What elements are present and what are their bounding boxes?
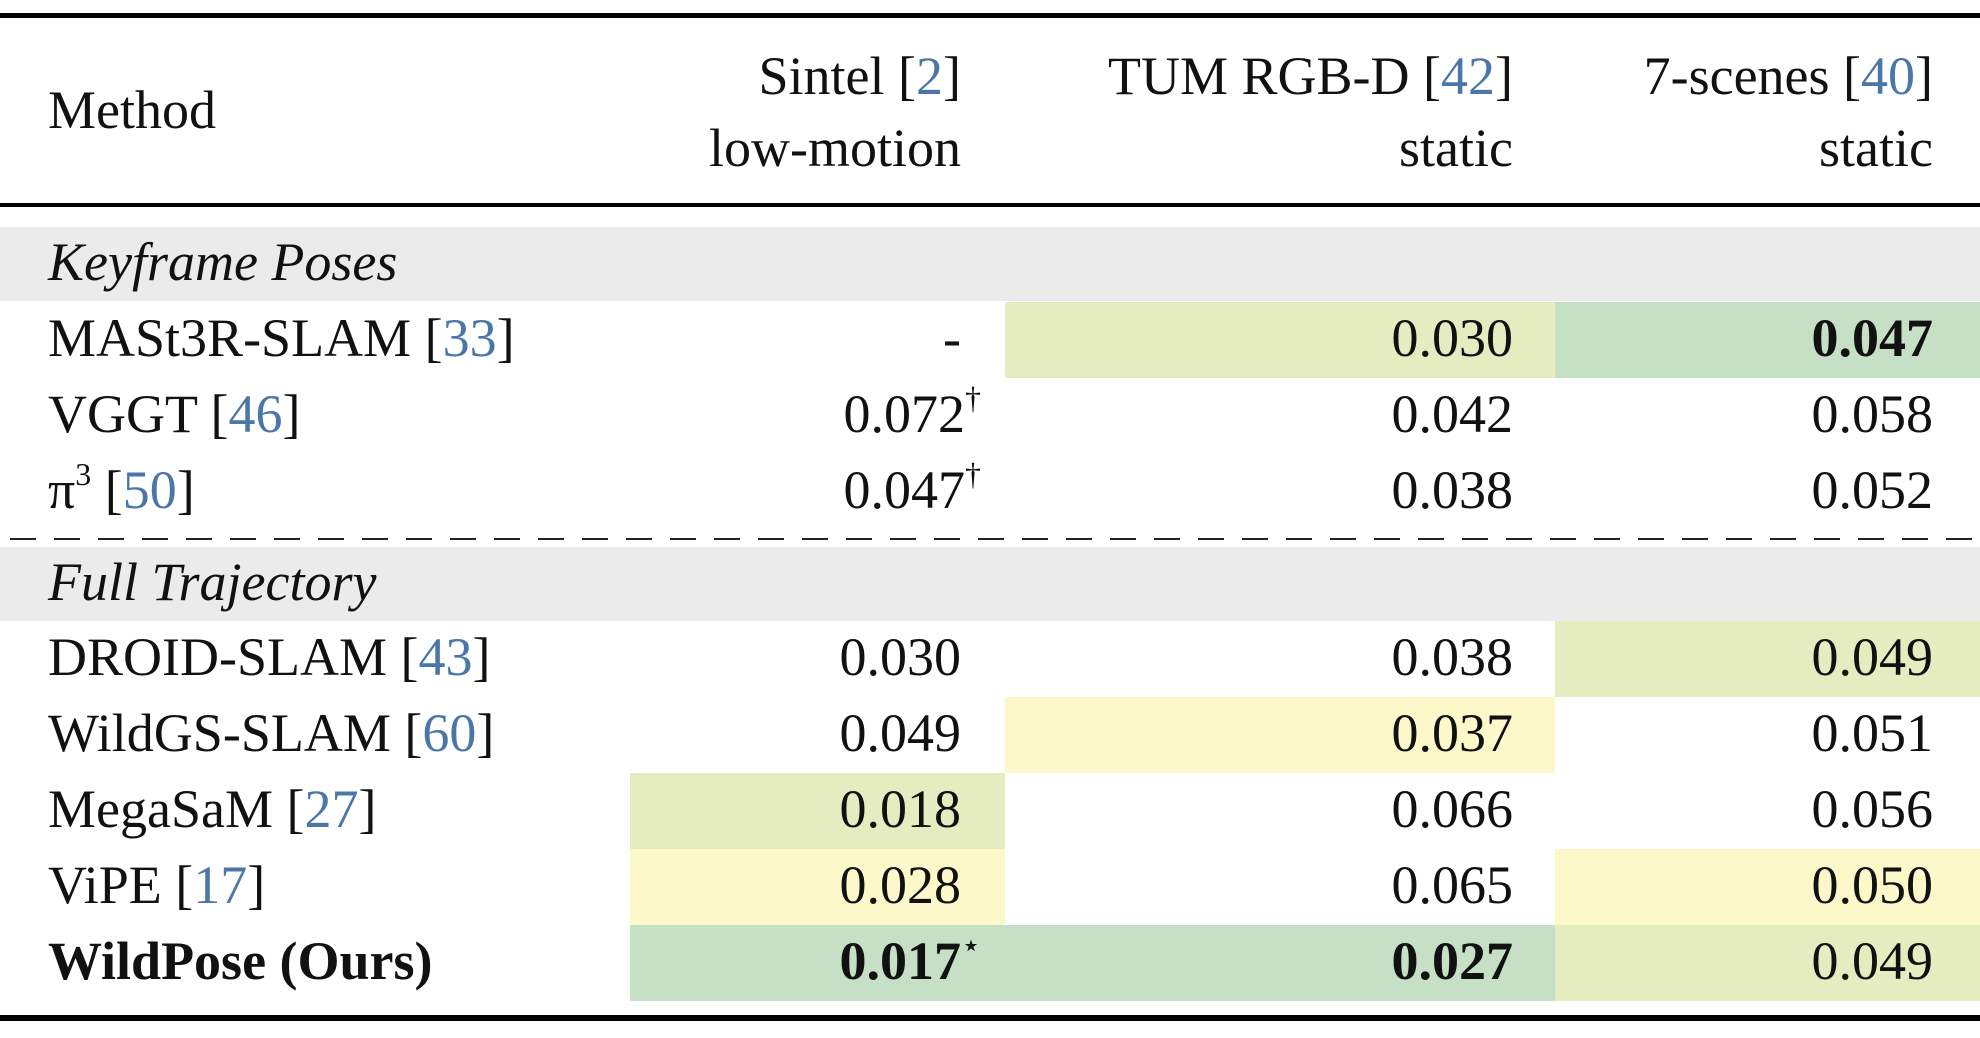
cell-highlight-second bbox=[1555, 621, 1980, 697]
row-name-pi3: π3 [50] bbox=[48, 456, 195, 520]
cell-vggt-7scenes: 0.058 bbox=[1811, 384, 1934, 444]
cell-highlight-second bbox=[630, 773, 1005, 849]
cell-highlight-third bbox=[630, 849, 1005, 925]
row-name-vipe: ViPE [17] bbox=[48, 855, 266, 915]
cell-highlight-third bbox=[1005, 697, 1555, 773]
row-name-vggt: VGGT [46] bbox=[48, 384, 301, 444]
row-name-mast3r: MASt3R-SLAM [33] bbox=[48, 308, 515, 368]
cell-droid-sintel: 0.030 bbox=[839, 627, 962, 687]
header-rule bbox=[0, 203, 1980, 207]
cell-highlight-best bbox=[630, 925, 1005, 1001]
cell-wildgs-7scenes: 0.051 bbox=[1811, 703, 1934, 763]
cell-vipe-7scenes: 0.050 bbox=[1811, 855, 1934, 915]
section-divider bbox=[10, 538, 1980, 540]
cell-droid-tum: 0.038 bbox=[1391, 627, 1514, 687]
top-rule bbox=[0, 13, 1980, 18]
row-name-droid: DROID-SLAM [43] bbox=[48, 627, 491, 687]
header-tum-sub: static bbox=[1399, 118, 1513, 178]
cell-wildgs-tum: 0.037 bbox=[1391, 703, 1514, 763]
header-7scenes: 7-scenes [40] bbox=[1643, 46, 1933, 106]
cell-highlight-second bbox=[1005, 302, 1555, 378]
section-band-full bbox=[0, 547, 1980, 621]
cell-megasam-tum: 0.066 bbox=[1391, 779, 1514, 839]
row-name-megasam: MegaSaM [27] bbox=[48, 779, 377, 839]
cell-droid-7scenes: 0.049 bbox=[1811, 627, 1934, 687]
section-band-keyframe bbox=[0, 227, 1980, 301]
cell-mast3r-7scenes: 0.047 bbox=[1811, 308, 1934, 368]
cell-pi3-tum: 0.038 bbox=[1391, 460, 1514, 520]
header-method: Method bbox=[48, 80, 216, 140]
cell-megasam-sintel: 0.018 bbox=[839, 779, 962, 839]
cell-megasam-7scenes: 0.056 bbox=[1811, 779, 1934, 839]
cell-wildpose-7scenes: 0.049 bbox=[1811, 931, 1934, 991]
header-sintel-sub: low-motion bbox=[709, 118, 961, 178]
cell-pi3-7scenes: 0.052 bbox=[1811, 460, 1934, 520]
row-name-wildgs: WildGS-SLAM [60] bbox=[48, 703, 495, 763]
cell-highlight-third bbox=[1555, 849, 1980, 925]
cell-wildpose-tum: 0.027 bbox=[1391, 931, 1514, 991]
bottom-rule bbox=[0, 1015, 1980, 1021]
cell-highlight-best bbox=[1555, 302, 1980, 378]
cell-mast3r-sintel: - bbox=[943, 308, 961, 368]
header-7scenes-sub: static bbox=[1819, 118, 1933, 178]
cell-vipe-sintel: 0.028 bbox=[839, 855, 962, 915]
cell-highlight-second bbox=[1555, 925, 1980, 1001]
cell-highlight-best bbox=[1005, 925, 1555, 1001]
cell-mast3r-tum: 0.030 bbox=[1391, 308, 1514, 368]
cell-vipe-tum: 0.065 bbox=[1391, 855, 1514, 915]
cell-wildpose-sintel: 0.017⋆ bbox=[839, 927, 981, 991]
cell-vggt-tum: 0.042 bbox=[1391, 384, 1514, 444]
row-name-wildpose: WildPose (Ours) bbox=[48, 931, 433, 991]
header-sintel: Sintel [2] bbox=[758, 46, 961, 106]
section-full-label: Full Trajectory bbox=[48, 552, 377, 612]
header-tum: TUM RGB-D [42] bbox=[1108, 46, 1513, 106]
cell-vggt-sintel: 0.072† bbox=[843, 380, 982, 444]
cell-wildgs-sintel: 0.049 bbox=[839, 703, 962, 763]
section-keyframe-label: Keyframe Poses bbox=[48, 232, 398, 292]
cell-pi3-sintel: 0.047† bbox=[843, 456, 982, 520]
